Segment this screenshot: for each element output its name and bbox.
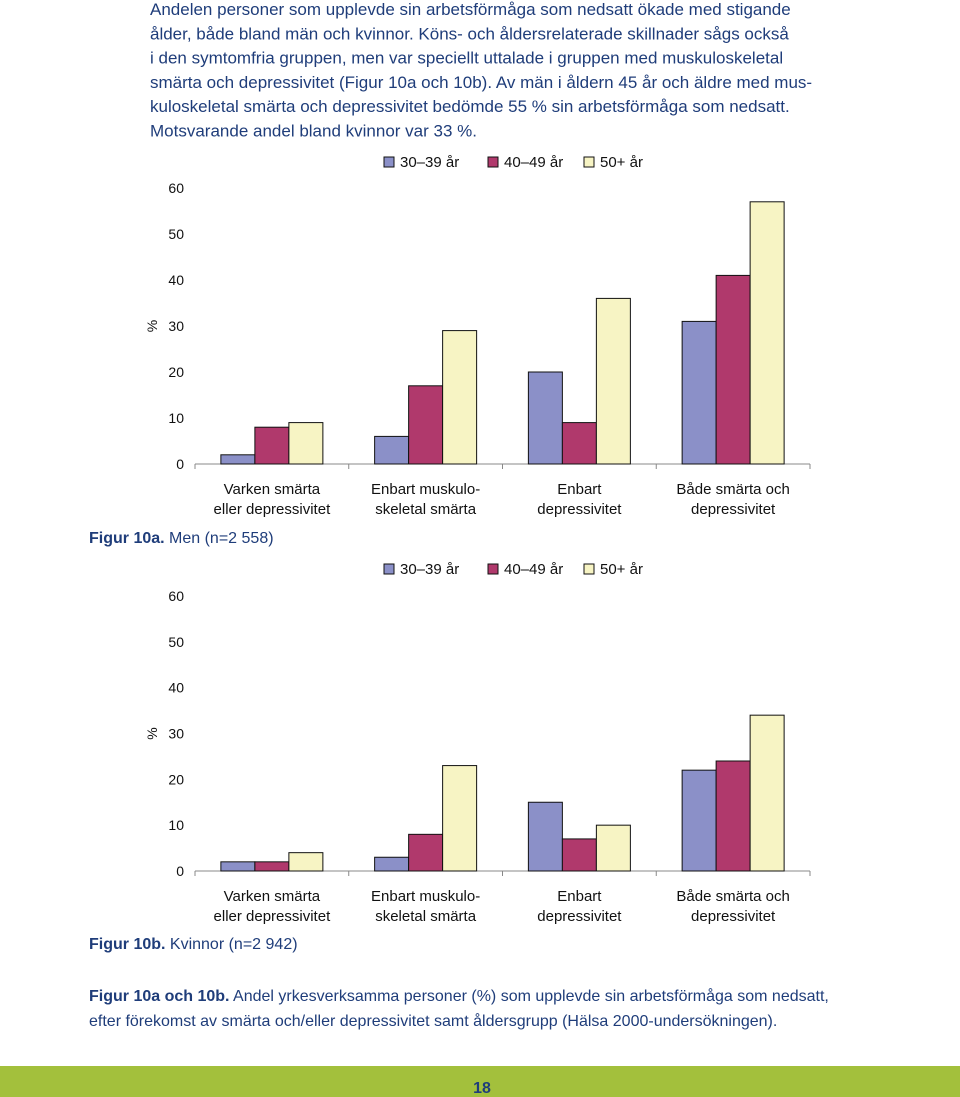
bar [715, 274, 751, 465]
figure-label-text: Men (n=2 558) [169, 530, 274, 547]
body-line: smärta och depressivitet (Figur 10a och … [150, 73, 812, 92]
legend-swatch [487, 156, 499, 168]
footer-band [0, 1066, 960, 1097]
bar [681, 769, 717, 872]
bar [715, 760, 751, 872]
bar [220, 861, 256, 872]
legend-label: 30–39 år [400, 154, 459, 171]
x-tick-label: Varken smärta [224, 481, 321, 498]
legend-label: 30–39 år [400, 561, 459, 578]
body-line: ålder, både bland män och kvinnor. Köns-… [150, 24, 789, 43]
y-tick-label: 60 [168, 180, 184, 196]
bar [408, 833, 444, 872]
y-tick-label: 50 [168, 226, 184, 242]
legend-swatch [583, 156, 595, 168]
figure-label-text: Kvinnor (n=2 942) [170, 936, 298, 953]
bar [288, 852, 324, 872]
body-line: Andelen personer som upplevde sin arbets… [150, 0, 791, 19]
x-tick-label: Både smärta och [676, 888, 789, 905]
x-tick-label: depressivitet [691, 908, 776, 925]
bar [595, 297, 631, 465]
body-line: i den symtomfria gruppen, men var specie… [150, 49, 783, 68]
legend-label: 40–49 år [504, 154, 563, 171]
legend-swatch [487, 563, 499, 575]
x-tick-label: eller depressivitet [214, 501, 332, 518]
bar [749, 201, 785, 465]
x-tick-label: eller depressivitet [214, 908, 332, 925]
y-tick-label: 20 [168, 771, 184, 787]
bar [561, 422, 597, 465]
legend-label: 50+ år [600, 154, 643, 171]
y-tick-label: 10 [168, 410, 184, 426]
x-tick-label: depressivitet [537, 501, 622, 518]
figure-label: Figur 10b. Kvinnor (n=2 942) [89, 936, 298, 953]
legend-swatch [383, 156, 395, 168]
bar [595, 824, 631, 872]
x-tick-label: Varken smärta [224, 888, 321, 905]
y-tick-label: 50 [168, 634, 184, 650]
y-axis-label: % [144, 320, 160, 332]
x-tick-label: depressivitet [691, 501, 776, 518]
x-tick-label: Både smärta och [676, 481, 789, 498]
bar [254, 861, 290, 872]
legend-label: 40–49 år [504, 561, 563, 578]
bar [527, 801, 563, 872]
caption-line: Andel yrkesverksamma personer (%) som up… [233, 987, 829, 1005]
y-axis-label: % [144, 727, 160, 739]
bar [527, 371, 563, 465]
legend-swatch [383, 563, 395, 575]
bar [374, 435, 410, 465]
bar [288, 422, 324, 465]
x-tick-label: Enbart muskulo- [371, 481, 480, 498]
y-tick-label: 0 [176, 863, 184, 879]
bar [408, 385, 444, 465]
legend-swatch [583, 563, 595, 575]
y-tick-label: 20 [168, 364, 184, 380]
bar [374, 856, 410, 872]
x-tick-label: skeletal smärta [375, 501, 477, 518]
figure-label-bold: Figur 10b. [89, 936, 165, 953]
bar [442, 765, 478, 872]
page-number: 18 [473, 1080, 491, 1097]
bar [561, 838, 597, 872]
x-tick-label: Enbart [557, 888, 602, 905]
bar [749, 714, 785, 872]
y-tick-label: 30 [168, 318, 184, 334]
caption-line: efter förekomst av smärta och/eller depr… [89, 1012, 777, 1030]
bar [681, 320, 717, 465]
y-tick-label: 40 [168, 680, 184, 696]
y-tick-label: 10 [168, 817, 184, 833]
caption-label: Figur 10a och 10b. [89, 988, 229, 1005]
legend-label: 50+ år [600, 561, 643, 578]
figure-label-bold: Figur 10a. [89, 530, 165, 547]
figure-label: Figur 10a. Men (n=2 558) [89, 530, 274, 547]
bar [220, 454, 256, 465]
y-tick-label: 40 [168, 272, 184, 288]
y-tick-label: 60 [168, 588, 184, 604]
figure-caption: Figur 10a och 10b. Andel yrkesverksamma … [89, 987, 829, 1005]
bar [254, 426, 290, 465]
bar [442, 330, 478, 465]
x-tick-label: Enbart muskulo- [371, 888, 480, 905]
y-tick-label: 0 [176, 456, 184, 472]
x-tick-label: Enbart [557, 481, 602, 498]
body-line: Motsvarande andel bland kvinnor var 33 %… [150, 122, 477, 141]
y-tick-label: 30 [168, 726, 184, 742]
body-line: kuloskeletal smärta och depressivitet be… [150, 97, 790, 116]
x-tick-label: depressivitet [537, 908, 622, 925]
x-tick-label: skeletal smärta [375, 908, 477, 925]
